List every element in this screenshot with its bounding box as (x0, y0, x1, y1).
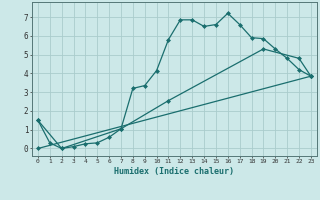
X-axis label: Humidex (Indice chaleur): Humidex (Indice chaleur) (115, 167, 234, 176)
